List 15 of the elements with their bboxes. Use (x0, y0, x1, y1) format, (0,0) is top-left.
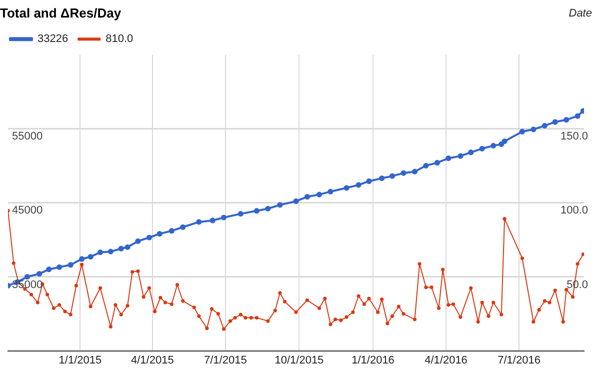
x-tick-label: 4/1/2015 (130, 354, 174, 366)
x-tick-label: 10/1/2015 (274, 354, 324, 366)
x-tick-label: 7/1/2016 (498, 354, 540, 366)
x-tick-label: 7/1/2015 (204, 354, 247, 366)
y-tick-label: 45000 (12, 204, 43, 217)
x-tick-label: 4/1/2016 (424, 354, 468, 366)
x-axis-title: Date (568, 8, 592, 20)
y-tick-label: 55000 (12, 130, 43, 143)
legend-label: 33226 (38, 33, 68, 46)
legend-label: 810.0 (106, 33, 134, 46)
chart-title: Total and ΔRes/Day (0, 5, 122, 20)
x-tick-label: 1/1/2015 (58, 354, 102, 366)
x-tick-label: 1/1/2016 (352, 354, 394, 366)
y2-tick-label: 150.0 (560, 130, 588, 143)
y2-tick-label: 100.0 (560, 204, 588, 217)
